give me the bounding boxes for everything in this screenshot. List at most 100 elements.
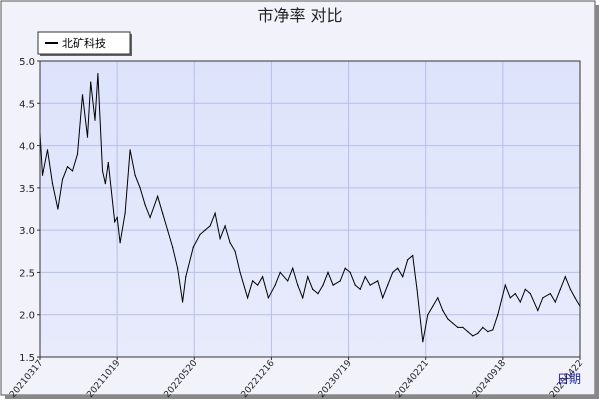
data-point xyxy=(559,288,561,290)
data-point xyxy=(192,246,194,248)
data-point xyxy=(247,297,249,299)
data-point xyxy=(274,284,276,286)
data-point xyxy=(252,280,254,282)
data-point xyxy=(392,271,394,273)
data-point xyxy=(339,280,341,282)
data-point xyxy=(307,276,309,278)
data-point xyxy=(139,187,141,189)
data-point xyxy=(297,284,299,286)
data-point xyxy=(549,293,551,295)
data-point xyxy=(364,276,366,278)
data-point xyxy=(134,174,136,176)
data-point xyxy=(574,297,576,299)
plot-area xyxy=(40,61,580,357)
data-point xyxy=(467,331,469,333)
data-point xyxy=(472,335,474,337)
data-point xyxy=(327,271,329,273)
data-point xyxy=(157,195,159,197)
data-point xyxy=(452,322,454,324)
legend-box xyxy=(37,31,131,55)
data-point xyxy=(437,297,439,299)
data-point xyxy=(462,326,464,328)
data-point xyxy=(537,309,539,312)
data-point xyxy=(382,297,384,299)
data-point xyxy=(51,183,54,185)
data-point xyxy=(182,301,184,303)
data-point xyxy=(57,208,59,210)
data-point xyxy=(234,250,236,252)
data-point xyxy=(97,73,99,75)
data-point xyxy=(349,271,351,273)
data-point xyxy=(354,284,356,286)
y-tick-label: 4.5 xyxy=(19,99,35,110)
data-point xyxy=(116,216,118,219)
data-point xyxy=(257,284,259,286)
data-point xyxy=(162,212,164,214)
data-point xyxy=(317,293,319,295)
data-point xyxy=(292,267,294,269)
data-point xyxy=(407,259,409,261)
data-point xyxy=(422,341,424,343)
data-point xyxy=(204,229,206,231)
data-point xyxy=(149,216,151,219)
data-point xyxy=(569,288,572,290)
data-point xyxy=(66,166,69,168)
plot-frame xyxy=(39,60,581,358)
data-point xyxy=(497,314,499,316)
legend-label: 北矿科技 xyxy=(62,36,106,50)
data-point xyxy=(287,280,289,282)
data-point xyxy=(332,284,334,286)
data-point xyxy=(114,221,116,223)
data-point xyxy=(302,297,304,299)
series-points xyxy=(39,73,581,343)
data-point xyxy=(199,233,201,235)
y-tick-label: 2.5 xyxy=(19,268,35,279)
data-point xyxy=(447,318,449,320)
chart-title: 市净率 对比 xyxy=(257,6,342,25)
data-point xyxy=(209,225,211,227)
data-point xyxy=(312,288,314,290)
data-point xyxy=(427,314,429,316)
data-point xyxy=(172,246,174,248)
data-point xyxy=(514,293,516,295)
y-tick-label: 4.0 xyxy=(19,142,35,153)
data-point xyxy=(41,174,44,176)
data-point xyxy=(167,229,169,231)
data-point xyxy=(509,297,511,299)
data-point xyxy=(229,242,231,244)
data-point xyxy=(177,267,179,269)
data-point xyxy=(262,276,264,278)
y-tick-label: 3.5 xyxy=(19,184,35,195)
data-point xyxy=(432,305,434,307)
data-point xyxy=(492,329,494,331)
data-point xyxy=(477,332,479,334)
data-point xyxy=(81,94,84,96)
data-point xyxy=(94,119,96,121)
data-point xyxy=(442,309,444,312)
data-point xyxy=(61,178,64,180)
data-point xyxy=(279,271,281,273)
data-point xyxy=(90,81,92,83)
data-point xyxy=(416,288,418,290)
y-tick-label: 1.5 xyxy=(19,353,35,364)
data-point xyxy=(144,204,146,206)
chart-shadow-right xyxy=(595,5,599,399)
data-point xyxy=(219,238,221,240)
data-point xyxy=(86,136,89,138)
data-point xyxy=(124,212,126,214)
data-point xyxy=(387,284,389,286)
data-point xyxy=(519,301,521,303)
data-point xyxy=(185,276,187,278)
data-point xyxy=(224,225,226,227)
data-point xyxy=(564,276,566,278)
data-point xyxy=(369,284,371,286)
data-point xyxy=(267,297,269,299)
data-point xyxy=(554,301,556,303)
data-point xyxy=(71,170,74,172)
data-point xyxy=(344,267,346,269)
data-point xyxy=(76,153,79,155)
data-point xyxy=(482,326,484,328)
data-point xyxy=(107,161,109,164)
x-axis-corner-label: 日期 xyxy=(557,372,581,386)
